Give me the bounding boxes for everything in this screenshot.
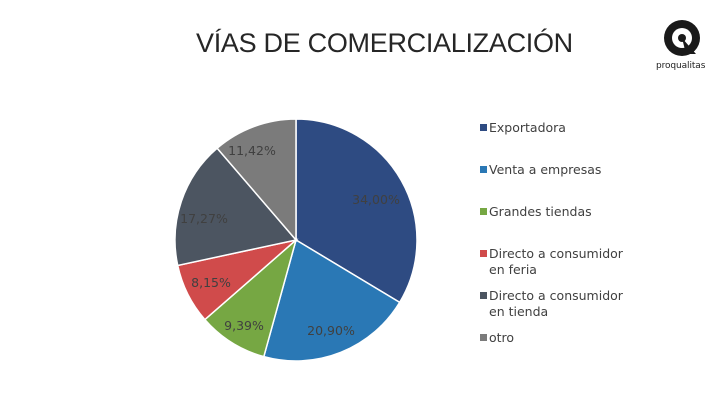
data-label-4: 17,27% xyxy=(180,211,228,226)
legend-label-3: Directo a consumidor en feria xyxy=(489,246,623,277)
legend-swatch-4 xyxy=(480,292,487,299)
data-label-3: 8,15% xyxy=(191,275,231,290)
legend-label-0: Exportadora xyxy=(489,120,566,135)
pie-slice-4 xyxy=(174,147,298,267)
logo-text: proqualitas xyxy=(656,61,706,71)
pie-slice-0 xyxy=(295,118,418,304)
data-label-2: 9,39% xyxy=(224,318,264,333)
proqualitas-logo-icon xyxy=(664,20,700,56)
legend-label-1: Venta a empresas xyxy=(489,162,602,177)
legend-swatch-0 xyxy=(480,124,487,131)
data-label-0: 34,00% xyxy=(352,192,400,207)
legend-label-2: Grandes tiendas xyxy=(489,204,592,219)
legend-swatch-2 xyxy=(480,208,487,215)
legend-swatch-3 xyxy=(480,250,487,257)
pie-slice-5 xyxy=(216,118,297,243)
pie-slice-1 xyxy=(262,238,401,362)
legend-swatch-5 xyxy=(480,334,487,341)
page-title: VÍAS DE COMERCIALIZACIÓN xyxy=(196,28,573,58)
data-label-1: 20,90% xyxy=(307,323,355,338)
data-label-5: 11,42% xyxy=(228,143,276,158)
legend-label-5: otro xyxy=(489,330,515,345)
legend-label-4: Directo a consumidor en tienda xyxy=(489,288,623,319)
legend-swatch-1 xyxy=(480,166,487,173)
